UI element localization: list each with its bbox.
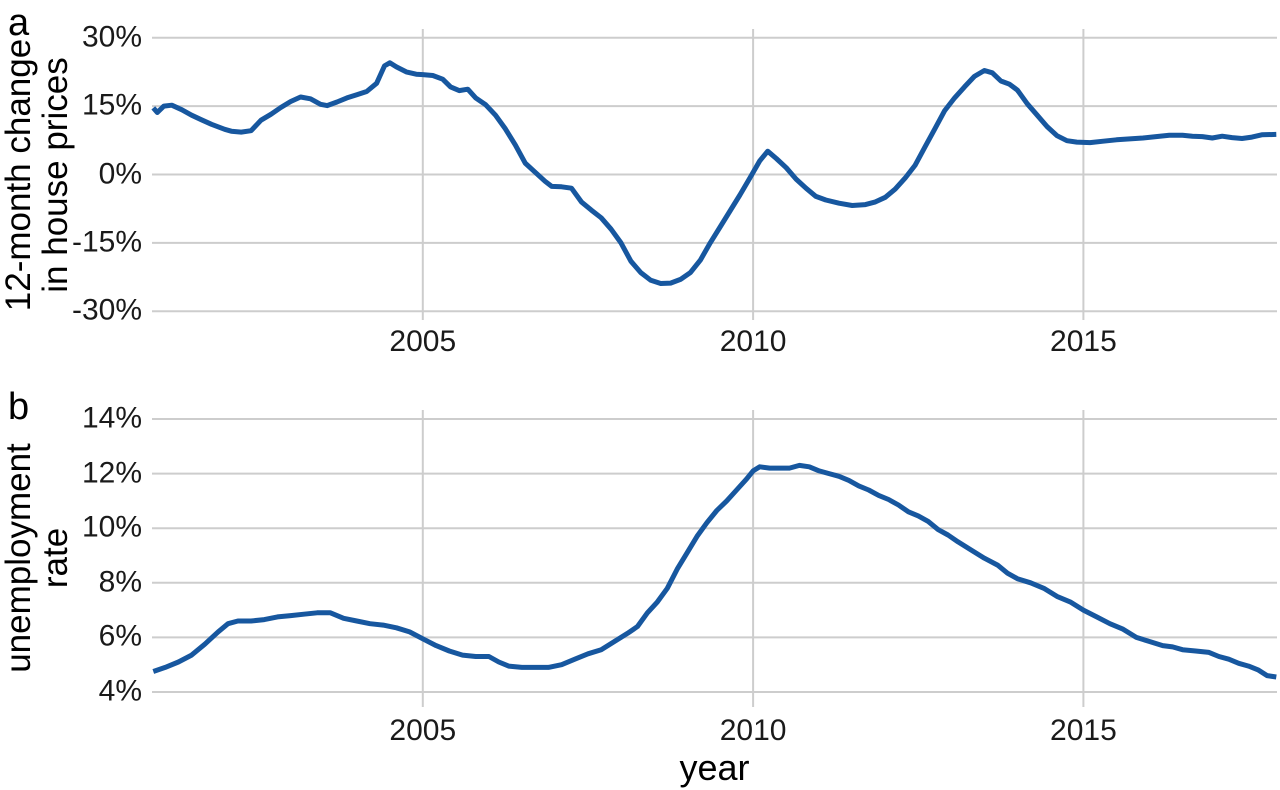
y-tick-label: 0% xyxy=(98,156,142,190)
y-tick-label: 30% xyxy=(81,20,142,54)
x-tick-label: 2010 xyxy=(719,325,787,358)
y-tick-label: 12% xyxy=(81,455,142,489)
data-line-a xyxy=(151,60,1277,286)
x-tick-label: 2005 xyxy=(389,714,457,747)
x-tick-label: 2005 xyxy=(389,325,457,358)
x-axis-title: year xyxy=(679,747,750,788)
panel-a-label: a xyxy=(8,2,30,44)
x-tick-label: 2015 xyxy=(1050,325,1117,358)
y-tick-label: -15% xyxy=(71,225,142,259)
y-tick-label: 4% xyxy=(98,674,142,708)
panel-b-label: b xyxy=(8,386,30,428)
y-tick-label: 14% xyxy=(81,401,142,435)
y-tick-label: -30% xyxy=(71,293,142,327)
y-tick-label: 8% xyxy=(98,565,142,599)
y-tick-label: 15% xyxy=(81,88,142,122)
y-tick-label: 10% xyxy=(81,510,142,544)
x-tick-label: 2010 xyxy=(719,714,787,747)
y-tick-label: 6% xyxy=(98,619,142,653)
data-line-b xyxy=(152,462,1277,680)
x-tick-label: 2015 xyxy=(1050,714,1117,747)
